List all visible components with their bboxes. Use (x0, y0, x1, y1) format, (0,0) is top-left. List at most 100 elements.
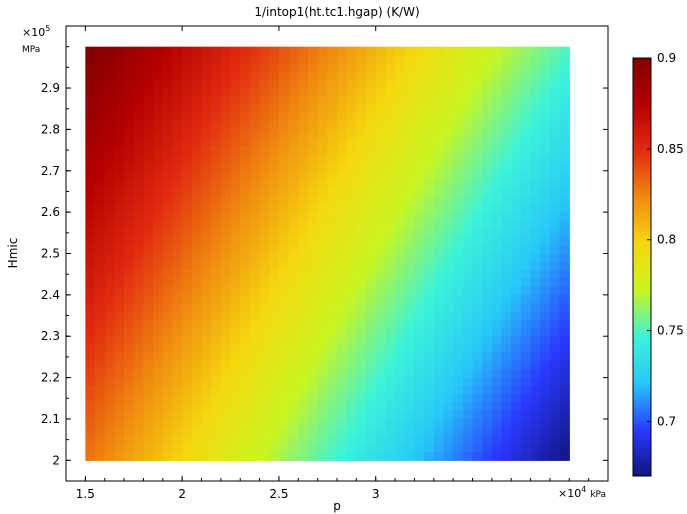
heatmap-cell (95, 228, 106, 238)
heatmap-cell (375, 54, 386, 64)
heatmap-cell (249, 303, 261, 313)
heatmap-cell (298, 170, 309, 180)
heatmap-cell (559, 245, 570, 255)
heatmap-cell (559, 203, 570, 213)
heatmap-cell (501, 361, 512, 370)
heatmap-cell (404, 418, 416, 428)
heatmap-cell (472, 443, 483, 453)
heatmap-cell (549, 402, 561, 412)
heatmap-cell (143, 352, 154, 362)
heatmap-cell (162, 327, 174, 337)
heatmap-cell (530, 303, 541, 313)
heatmap-cell (462, 319, 474, 329)
heatmap-cell (133, 303, 145, 313)
heatmap-cell (95, 112, 106, 122)
heatmap-cell (356, 418, 367, 428)
heatmap-cell (530, 212, 541, 222)
heatmap-cell (327, 443, 338, 453)
heatmap-cell (124, 336, 135, 346)
heatmap-cell (356, 170, 367, 180)
heatmap-cell (172, 452, 183, 461)
heatmap-cell (104, 294, 115, 304)
heatmap-cell (375, 452, 386, 461)
heatmap-cell (172, 154, 183, 164)
heatmap-cell (501, 418, 512, 428)
heatmap-cell (143, 294, 154, 304)
heatmap-cell (375, 352, 386, 362)
heatmap-cell (114, 278, 125, 288)
heatmap-cell (133, 361, 145, 370)
heatmap-cell (201, 278, 212, 288)
heatmap-cell (85, 286, 96, 296)
heatmap-cell (337, 179, 348, 188)
heatmap-cell (288, 344, 299, 354)
heatmap-cell (230, 54, 241, 64)
heatmap-cell (424, 352, 435, 362)
heatmap-cell (337, 154, 348, 164)
heatmap-cell (395, 71, 406, 81)
heatmap-cell (201, 319, 212, 329)
heatmap-cell (453, 369, 464, 379)
heatmap-cell (375, 327, 386, 337)
heatmap-cell (453, 104, 464, 114)
heatmap-cell (491, 170, 503, 180)
heatmap-cell (288, 327, 299, 337)
heatmap-cell (443, 410, 454, 420)
heatmap-cell (530, 228, 541, 238)
heatmap-cell (230, 236, 241, 246)
heatmap-cell (424, 344, 435, 354)
heatmap-cell (124, 402, 135, 412)
heatmap-cell (472, 195, 483, 205)
heatmap-cell (453, 88, 464, 97)
heatmap-cell (278, 170, 290, 180)
heatmap-cell (259, 452, 270, 461)
heatmap-cell (162, 195, 174, 205)
heatmap-cell (414, 319, 425, 329)
heatmap-cell (385, 427, 396, 437)
heatmap-cell (298, 311, 309, 321)
heatmap-cell (162, 394, 174, 404)
heatmap-cell (124, 54, 135, 64)
y-tick-label: 2.5 (41, 247, 60, 261)
heatmap-cell (259, 286, 270, 296)
heatmap-cell (404, 236, 416, 246)
heatmap-cell (346, 327, 357, 337)
heatmap-cell (443, 394, 454, 404)
heatmap-cell (230, 369, 241, 379)
colorbar-ticks: 0.70.750.80.850.9 (647, 51, 684, 428)
heatmap-cell (249, 443, 261, 453)
heatmap-cell (443, 261, 454, 271)
heatmap-cell (211, 303, 222, 313)
heatmap-cell (95, 195, 106, 205)
heatmap-cell (172, 319, 183, 329)
heatmap-cell (269, 170, 280, 180)
heatmap-cell (511, 286, 522, 296)
heatmap-cell (278, 154, 290, 164)
heatmap-cell (472, 377, 483, 387)
heatmap-surface (85, 46, 570, 461)
heatmap-cell (453, 435, 464, 445)
heatmap-cell (404, 452, 416, 461)
heatmap-cell (366, 54, 377, 64)
heatmap-cell (153, 327, 164, 337)
heatmap-cell (511, 294, 522, 304)
heatmap-cell (520, 270, 532, 279)
heatmap-cell (530, 63, 541, 73)
heatmap-cell (153, 336, 164, 346)
heatmap-cell (375, 278, 386, 288)
heatmap-cell (395, 261, 406, 271)
heatmap-cell (443, 418, 454, 428)
heatmap-cell (327, 452, 338, 461)
heatmap-cell (530, 71, 541, 81)
heatmap-cell (153, 261, 164, 271)
heatmap-cell (375, 71, 386, 81)
heatmap-cell (104, 220, 115, 230)
heatmap-cell (124, 88, 135, 97)
heatmap-cell (346, 452, 357, 461)
heatmap-cell (501, 54, 512, 64)
heatmap-cell (424, 63, 435, 73)
heatmap-cell (511, 369, 522, 379)
heatmap-cell (133, 79, 145, 89)
heatmap-cell (298, 54, 309, 64)
heatmap-cell (472, 394, 483, 404)
